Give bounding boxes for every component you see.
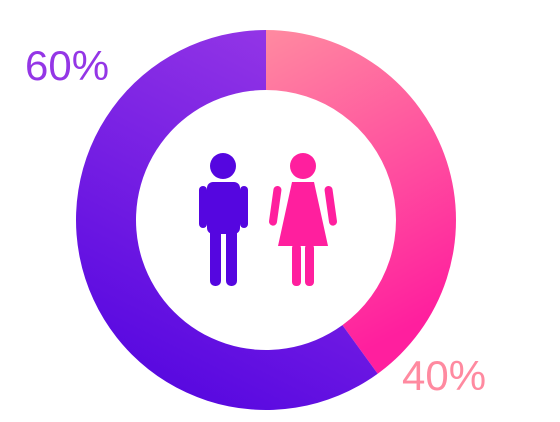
donut-slice-men: [76, 30, 378, 411]
woman-icon: [268, 153, 338, 286]
slice-label-men: 60%: [25, 42, 109, 89]
man-icon: [199, 153, 248, 286]
slice-label-women: 40%: [402, 352, 486, 399]
donut-slice-women: [266, 30, 457, 374]
